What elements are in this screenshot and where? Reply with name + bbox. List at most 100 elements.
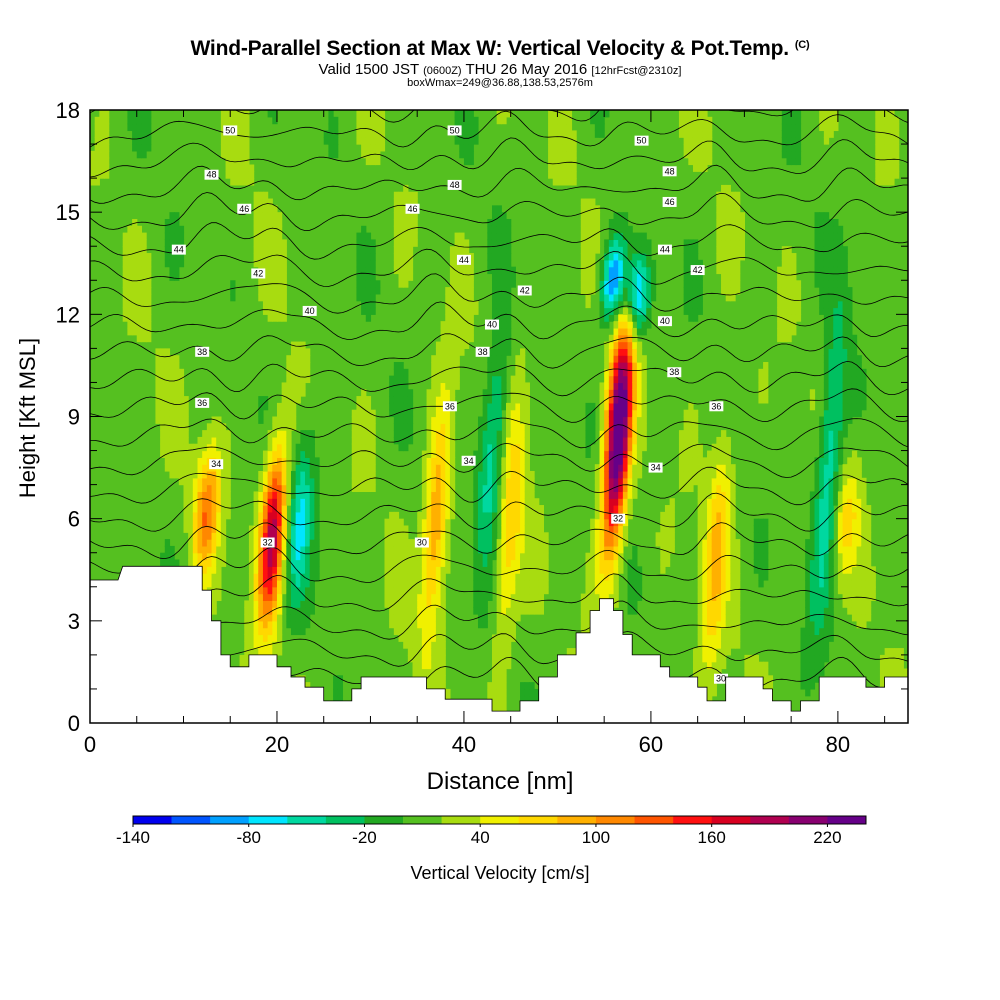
field-cell [300, 552, 306, 561]
field-cell [262, 253, 269, 261]
field-cell [692, 150, 699, 159]
field-cell [211, 566, 217, 574]
field-cell [365, 123, 372, 132]
field-cell [590, 280, 596, 288]
field-cell [837, 491, 844, 499]
field-cell [823, 259, 830, 268]
field-cell [501, 253, 507, 261]
field-cell [440, 362, 446, 370]
field-cell [127, 259, 133, 268]
field-cell [295, 348, 301, 356]
field-cell [571, 157, 577, 166]
field-cell [763, 675, 769, 683]
field-cell [487, 416, 493, 424]
field-cell [389, 409, 395, 418]
field-cell [211, 579, 217, 588]
field-cell [669, 539, 675, 547]
field-cell [417, 661, 423, 670]
field-cell [828, 280, 834, 288]
field-cell [365, 253, 372, 261]
field-cell [300, 368, 306, 377]
field-cell [809, 559, 816, 567]
field-cell [641, 362, 647, 370]
field-cell [253, 648, 259, 656]
field-cell [216, 525, 222, 533]
field-cell [267, 253, 273, 261]
field-cell [510, 614, 516, 622]
field-cell [683, 116, 689, 125]
field-cell [445, 314, 451, 322]
field-cell [356, 273, 362, 281]
field-cell [262, 191, 269, 200]
field-cell [225, 450, 231, 458]
field-cell [407, 212, 414, 220]
field-cell [641, 239, 647, 247]
field-cell [132, 239, 138, 247]
field-cell [370, 450, 376, 458]
field-cell [281, 518, 287, 527]
field-cell [692, 110, 699, 118]
field-cell [253, 525, 259, 533]
field-cell [403, 532, 409, 540]
field-cell [290, 579, 297, 588]
field-cell [463, 144, 470, 152]
field-cell [613, 293, 619, 302]
field-cell [449, 498, 456, 506]
field-cell [496, 280, 502, 288]
field-cell [258, 191, 264, 200]
field-cell [604, 484, 610, 493]
field-cell [309, 545, 315, 554]
field-cell [730, 573, 736, 581]
field-cell [501, 559, 507, 567]
field-cell [468, 273, 474, 281]
field-cell [136, 293, 143, 302]
field-cell [459, 280, 465, 288]
field-cell [650, 293, 657, 302]
field-cell [281, 314, 287, 322]
field-cell [491, 484, 498, 493]
field-cell [300, 559, 306, 567]
field-cell [272, 450, 278, 458]
field-cell [132, 300, 138, 309]
field-cell [711, 682, 717, 690]
field-cell [132, 123, 138, 132]
field-cell [393, 191, 400, 200]
field-cell [730, 634, 736, 642]
field-cell [613, 600, 619, 608]
field-cell [627, 443, 633, 452]
field-cell [697, 477, 703, 486]
field-cell [725, 484, 731, 493]
field-cell [506, 409, 512, 418]
field-cell [506, 627, 512, 636]
field-cell [622, 396, 629, 404]
field-cell [604, 498, 610, 506]
field-cell [571, 178, 577, 186]
field-cell [524, 505, 530, 513]
field-cell [141, 253, 147, 261]
field-cell [753, 661, 760, 670]
field-cell [398, 389, 404, 397]
field-cell [440, 334, 446, 343]
field-cell [613, 307, 619, 315]
field-cell [276, 300, 283, 309]
field-cell [608, 484, 615, 493]
field-cell [557, 123, 563, 132]
field-cell [613, 334, 619, 343]
field-cell [758, 579, 764, 588]
field-cell [501, 457, 507, 465]
field-cell [833, 491, 839, 499]
field-cell [725, 552, 731, 561]
field-cell [454, 273, 460, 281]
field-cell [496, 355, 502, 363]
field-cell [622, 334, 629, 343]
field-cell [725, 436, 731, 445]
field-cell [632, 389, 638, 397]
field-cell [407, 416, 414, 424]
field-cell [305, 511, 311, 520]
field-cell [557, 178, 563, 186]
field-cell [160, 443, 166, 452]
field-cell [305, 579, 311, 588]
field-cell [286, 362, 292, 370]
field-cell [403, 552, 409, 561]
field-cell [716, 259, 722, 268]
